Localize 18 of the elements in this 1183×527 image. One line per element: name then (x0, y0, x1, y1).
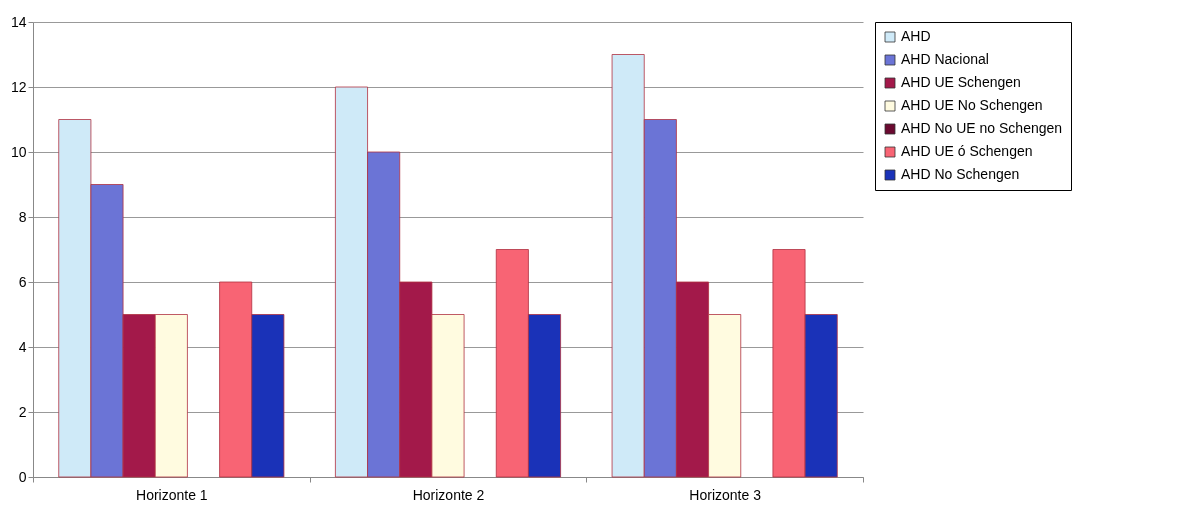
y-tick-label: 8 (18, 208, 27, 225)
x-tick-label: Horizonte 3 (689, 486, 762, 503)
legend-label: AHD UE No Schengen (901, 97, 1043, 113)
y-tick-label: 14 (10, 13, 27, 30)
legend-label: AHD No Schengen (901, 166, 1020, 182)
y-tick-label: 6 (18, 273, 27, 290)
x-tick-label: Horizonte 2 (412, 486, 485, 503)
legend-label: AHD UE ó Schengen (901, 143, 1033, 159)
y-tick-label: 4 (18, 338, 27, 355)
legend-label: AHD UE Schengen (901, 74, 1021, 90)
legend-label: AHD (901, 28, 931, 44)
y-tick-label: 10 (10, 143, 27, 160)
legend-label: AHD Nacional (901, 51, 989, 67)
y-tick-label: 0 (18, 468, 27, 485)
x-tick-label: Horizonte 1 (136, 486, 208, 503)
y-tick-label: 2 (18, 403, 27, 420)
y-tick-label: 12 (10, 78, 27, 95)
legend-label: AHD No UE no Schengen (901, 120, 1063, 136)
